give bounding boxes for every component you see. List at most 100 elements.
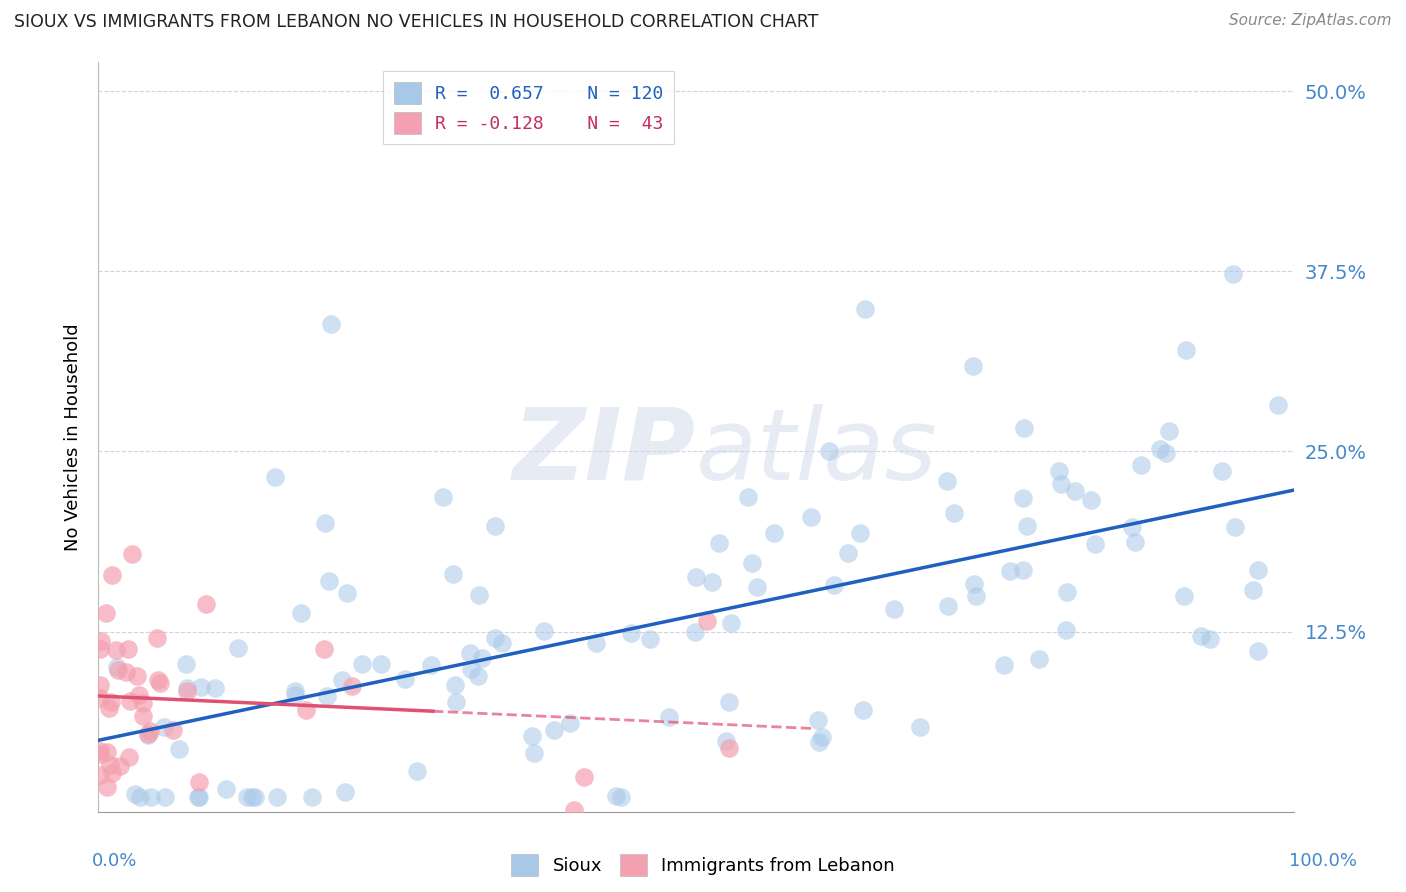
Point (935, 474, 957, 488)
Point (1130, 458, 1153, 472)
Point (1246, 644, 1268, 658)
Point (1050, 477, 1073, 491)
Point (100, 695, 122, 709)
Point (718, 740, 741, 755)
Point (1175, 343, 1198, 357)
Point (176, 683, 198, 698)
Point (700, 574, 723, 589)
Text: atlas: atlas (696, 403, 938, 500)
Point (335, 785, 357, 799)
Point (1056, 623, 1078, 637)
Point (194, 597, 217, 611)
Point (89, 641, 111, 656)
Point (215, 781, 238, 796)
Point (543, 723, 565, 737)
Point (89, 768, 111, 782)
Point (1056, 585, 1078, 599)
Point (908, 720, 931, 734)
Point (98, 700, 121, 714)
Point (852, 703, 875, 717)
Point (96, 780, 118, 794)
Point (350, 657, 373, 672)
Point (1123, 535, 1146, 549)
Point (1199, 632, 1222, 647)
Point (572, 770, 595, 784)
Point (284, 688, 307, 702)
Point (226, 641, 249, 656)
Point (1267, 398, 1289, 412)
Point (284, 684, 307, 698)
Point (98, 758, 121, 772)
Point (823, 578, 845, 592)
Point (105, 660, 128, 674)
Point (1017, 519, 1039, 533)
Point (522, 729, 544, 743)
Point (394, 672, 416, 686)
Point (491, 636, 513, 650)
Point (658, 710, 681, 724)
Point (1000, 564, 1022, 578)
Text: 0.0%: 0.0% (91, 852, 136, 870)
Point (853, 302, 876, 317)
Point (162, 723, 184, 737)
Point (167, 741, 190, 756)
Point (638, 632, 661, 646)
Point (444, 695, 467, 709)
Point (1173, 589, 1195, 603)
Point (484, 519, 506, 533)
Point (139, 724, 162, 739)
Point (118, 750, 141, 764)
Point (132, 697, 155, 711)
Point (301, 790, 323, 805)
Point (610, 790, 633, 805)
Point (90, 634, 112, 648)
Point (187, 790, 209, 805)
Point (145, 632, 167, 646)
Point (707, 536, 730, 550)
Point (1080, 492, 1102, 507)
Point (1156, 446, 1178, 460)
Point (523, 746, 546, 760)
Point (720, 616, 742, 631)
Point (1084, 537, 1107, 551)
Point (264, 470, 287, 484)
Point (883, 602, 905, 616)
Point (1149, 442, 1171, 457)
Point (115, 665, 138, 679)
Point (236, 790, 259, 805)
Point (1049, 463, 1071, 477)
Point (444, 678, 467, 692)
Point (936, 599, 959, 613)
Point (370, 657, 392, 672)
Point (128, 688, 150, 702)
Point (136, 728, 159, 742)
Point (121, 547, 143, 561)
Point (188, 775, 211, 789)
Point (174, 657, 197, 671)
Point (468, 588, 491, 602)
Point (96, 746, 118, 760)
Point (484, 631, 506, 645)
Text: 100.0%: 100.0% (1289, 852, 1357, 870)
Point (148, 673, 170, 687)
Point (107, 663, 129, 677)
Point (962, 577, 984, 591)
Point (714, 734, 737, 748)
Point (849, 525, 872, 540)
Text: SIOUX VS IMMIGRANTS FROM LEBANON NO VEHICLES IN HOUSEHOLD CORRELATION CHART: SIOUX VS IMMIGRANTS FROM LEBANON NO VEHI… (14, 13, 818, 31)
Point (1189, 629, 1212, 643)
Legend: R =  0.657    N = 120, R = -0.128    N =  43: R = 0.657 N = 120, R = -0.128 N = 43 (382, 71, 675, 145)
Point (460, 646, 482, 660)
Point (1064, 484, 1087, 499)
Point (562, 803, 585, 817)
Y-axis label: No Vehicles in Household: No Vehicles in Household (63, 323, 82, 551)
Point (340, 679, 363, 693)
Point (1241, 582, 1264, 597)
Point (243, 790, 266, 805)
Point (1121, 520, 1143, 534)
Point (89, 744, 111, 758)
Point (89, 690, 111, 705)
Point (696, 614, 718, 628)
Point (204, 681, 226, 695)
Point (585, 635, 607, 649)
